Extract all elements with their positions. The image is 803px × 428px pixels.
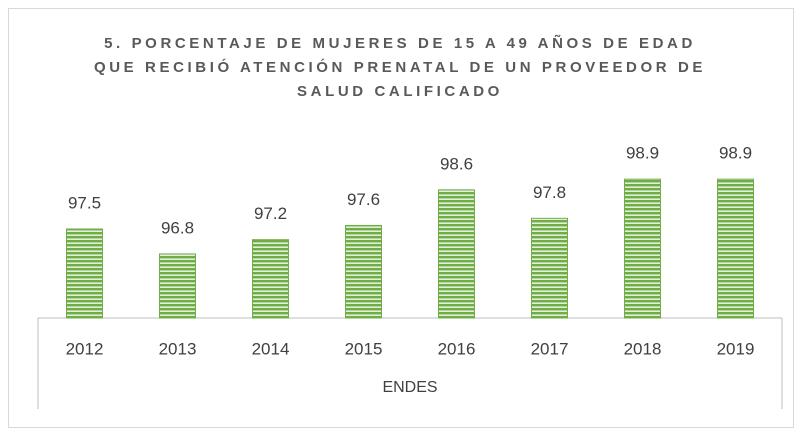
bar	[345, 224, 382, 319]
x-tick-label: 2012	[66, 339, 104, 358]
data-label: 98.9	[719, 144, 752, 163]
bar	[531, 217, 568, 319]
x-tick-label: 2018	[624, 339, 662, 358]
bar	[66, 228, 103, 319]
bar	[717, 178, 754, 319]
bar	[438, 189, 475, 319]
data-label: 97.5	[68, 193, 101, 212]
chart-title: 5. PORCENTAJE DE MUJERES DE 15 A 49 AÑOS…	[93, 35, 706, 100]
data-label: 97.6	[347, 190, 380, 209]
data-label: 97.2	[254, 204, 287, 223]
bar	[252, 239, 289, 319]
data-label: 97.8	[533, 183, 566, 202]
page: 5. PORCENTAJE DE MUJERES DE 15 A 49 AÑOS…	[8, 8, 794, 428]
data-label: 96.8	[161, 218, 194, 237]
x-tick-label: 2013	[159, 339, 197, 358]
x-tick-label: 2019	[717, 339, 755, 358]
bar	[159, 253, 196, 319]
x-tick-label: 2014	[252, 339, 290, 358]
x-tick-label: 2017	[531, 339, 569, 358]
x-tick-label: 2015	[345, 339, 383, 358]
x-tick-label: 2016	[438, 339, 476, 358]
data-label: 98.9	[626, 144, 659, 163]
data-label: 98.6	[440, 154, 473, 173]
chart: ENDES 2012 97.5 2013 96.8 2014 97.2 2015 97.6 20…	[37, 144, 783, 409]
bar	[624, 178, 661, 319]
x-axis-label: ENDES	[382, 379, 437, 396]
